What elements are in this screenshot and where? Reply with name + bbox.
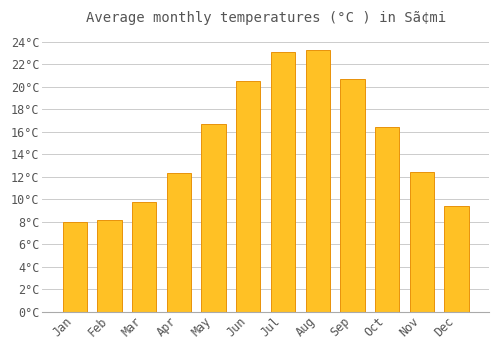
Bar — [132, 202, 156, 312]
Bar — [202, 124, 226, 312]
Bar — [62, 222, 87, 312]
Bar — [444, 206, 468, 312]
Bar — [306, 50, 330, 312]
Bar — [340, 79, 364, 312]
Bar — [375, 127, 399, 312]
Bar — [98, 219, 122, 312]
Bar — [167, 173, 191, 312]
Title: Average monthly temperatures (°C ) in Sã¢mi: Average monthly temperatures (°C ) in Sã… — [86, 11, 446, 25]
Bar — [271, 52, 295, 312]
Bar — [236, 81, 260, 312]
Bar — [410, 172, 434, 312]
